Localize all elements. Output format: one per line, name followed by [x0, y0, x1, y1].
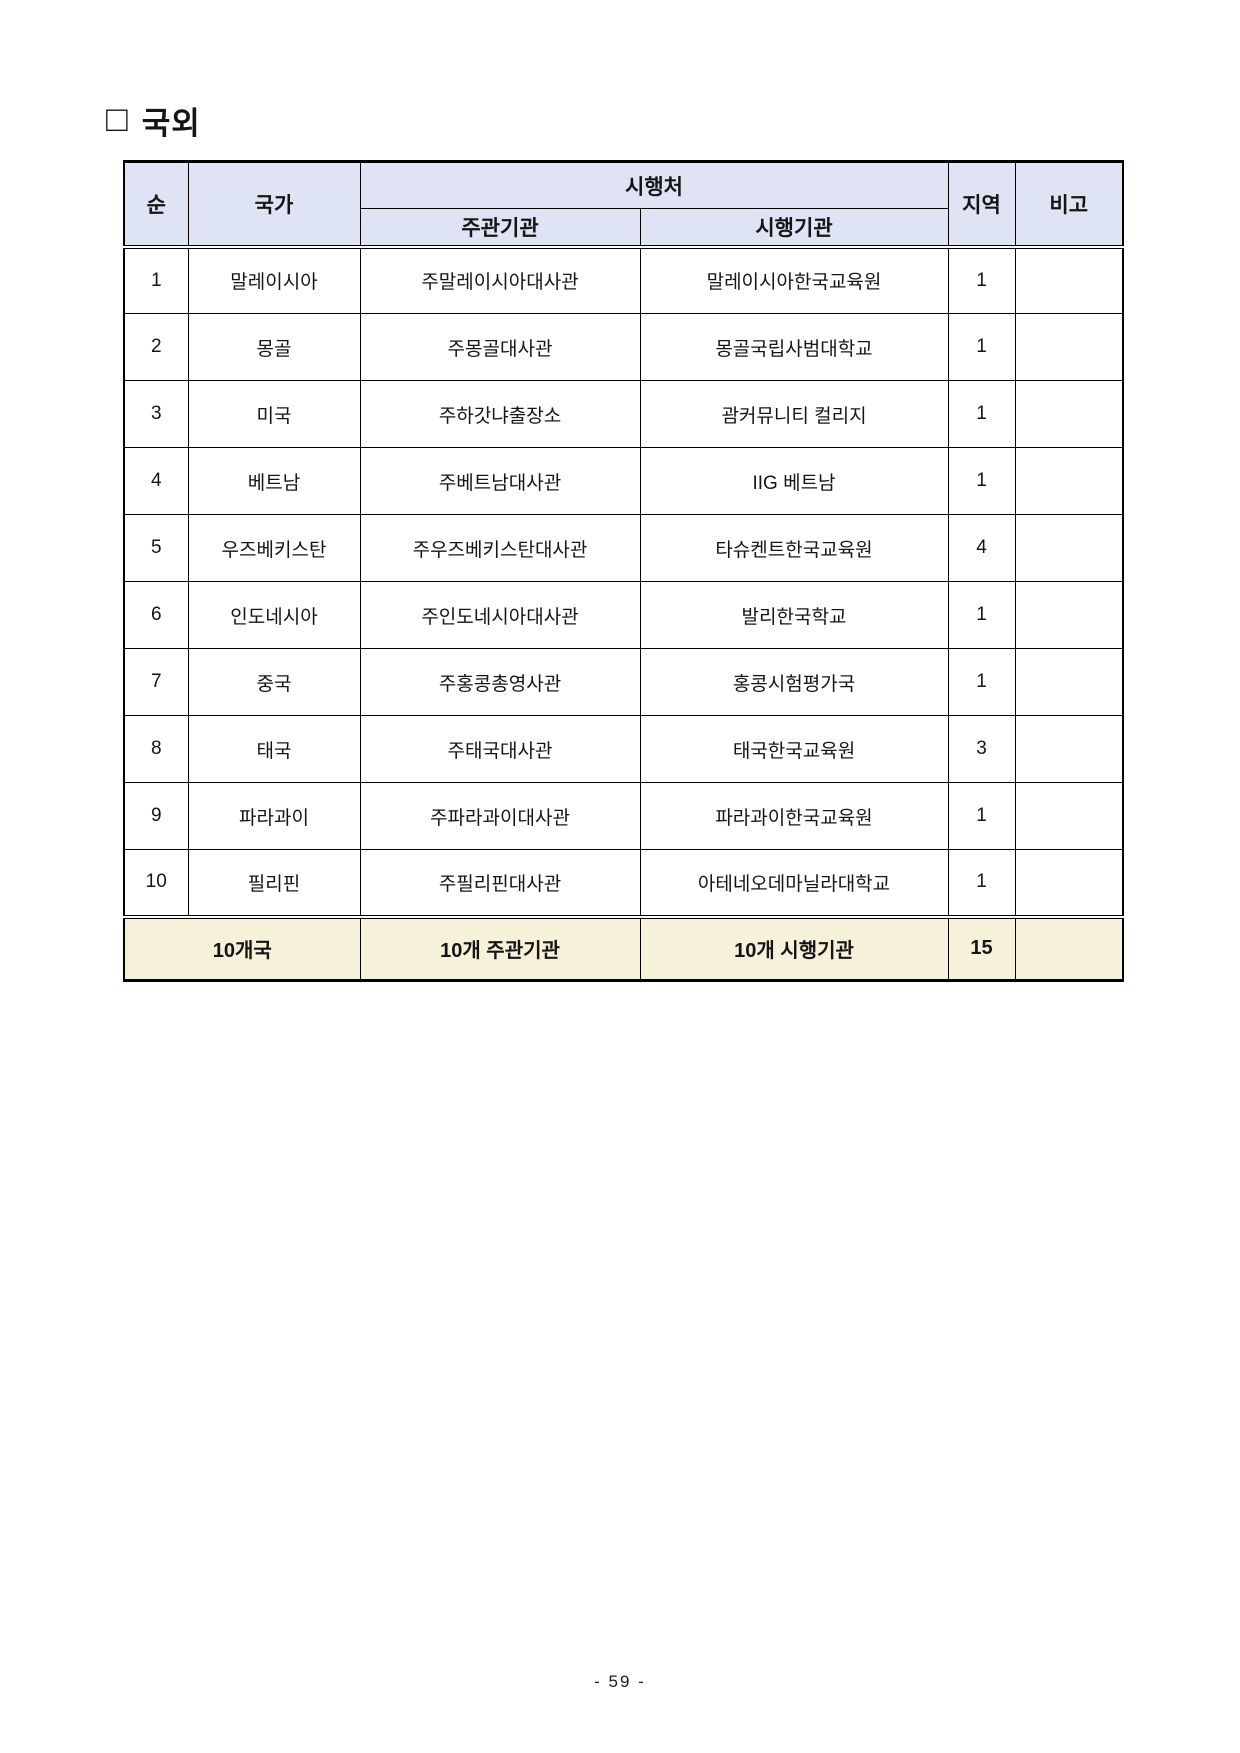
row-implementing-org: 발리한국학교 [639, 581, 949, 649]
column-header-country: 국가 [187, 161, 361, 249]
row-country: 미국 [187, 380, 361, 448]
row-supervising-org: 주인도네시아대사관 [359, 581, 641, 649]
row-remarks [1014, 715, 1124, 783]
row-implementing-org: 몽골국립사범대학교 [639, 313, 949, 381]
page-number: - 59 - [594, 1672, 646, 1691]
row-remarks [1014, 380, 1124, 448]
table-header: 순 국가 시행처 지역 비고 주관기관 시행기관 [123, 161, 1124, 249]
row-implementing-org: 홍콩시험평가국 [639, 648, 949, 716]
row-supervising-org: 주말레이시아대사관 [359, 246, 641, 314]
overseas-sites-table: 순 국가 시행처 지역 비고 주관기관 시행기관 1 말레이시아 주말레이시아대사관… [123, 160, 1124, 982]
column-header-implementing-org: 시행기관 [639, 208, 949, 249]
row-supervising-org: 주필리핀대사관 [359, 849, 641, 917]
table-row: 7 중국 주홍콩총영사관 홍콩시험평가국 1 [123, 648, 1124, 716]
row-remarks [1014, 782, 1124, 850]
summary-row: 10개국 10개 주관기관 10개 시행기관 15 [123, 914, 1124, 981]
column-header-supervising-org: 주관기관 [359, 208, 641, 249]
section-title-row: □ 국외 [106, 98, 201, 143]
row-region-count: 1 [947, 581, 1016, 649]
summary-remarks [1014, 914, 1124, 981]
row-region-count: 1 [947, 380, 1016, 448]
row-region-count: 1 [947, 313, 1016, 381]
row-remarks [1014, 849, 1124, 917]
row-no: 2 [123, 313, 189, 381]
table-row: 5 우즈베키스탄 주우즈베키스탄대사관 타슈켄트한국교육원 4 [123, 514, 1124, 582]
row-implementing-org: 괌커뮤니티 컬리지 [639, 380, 949, 448]
row-remarks [1014, 313, 1124, 381]
row-region-count: 1 [947, 782, 1016, 850]
row-no: 9 [123, 782, 189, 850]
row-remarks [1014, 447, 1124, 515]
summary-supervising-total: 10개 주관기관 [359, 914, 641, 981]
row-country: 인도네시아 [187, 581, 361, 649]
table-row: 1 말레이시아 주말레이시아대사관 말레이시아한국교육원 1 [123, 246, 1124, 314]
row-no: 3 [123, 380, 189, 448]
row-country: 몽골 [187, 313, 361, 381]
row-supervising-org: 주파라과이대사관 [359, 782, 641, 850]
table-row: 6 인도네시아 주인도네시아대사관 발리한국학교 1 [123, 581, 1124, 649]
white-square-icon: □ [106, 97, 128, 139]
row-implementing-org: 아테네오데마닐라대학교 [639, 849, 949, 917]
summary-country-total: 10개국 [123, 914, 361, 981]
row-remarks [1014, 246, 1124, 314]
row-country: 중국 [187, 648, 361, 716]
row-remarks [1014, 648, 1124, 716]
row-supervising-org: 주하갓냐출장소 [359, 380, 641, 448]
row-country: 우즈베키스탄 [187, 514, 361, 582]
row-no: 10 [123, 849, 189, 917]
column-header-agency-group: 시행처 [359, 161, 949, 209]
table-row: 10 필리핀 주필리핀대사관 아테네오데마닐라대학교 1 [123, 849, 1124, 917]
row-implementing-org: 파라과이한국교육원 [639, 782, 949, 850]
summary-region-total: 15 [947, 914, 1016, 981]
row-no: 7 [123, 648, 189, 716]
row-country: 필리핀 [187, 849, 361, 917]
row-no: 1 [123, 246, 189, 314]
row-no: 8 [123, 715, 189, 783]
row-implementing-org: 타슈켄트한국교육원 [639, 514, 949, 582]
table-header-row-sub: 주관기관 시행기관 [124, 208, 1123, 249]
row-country: 말레이시아 [187, 246, 361, 314]
row-country: 태국 [187, 715, 361, 783]
row-supervising-org: 주태국대사관 [359, 715, 641, 783]
table-header-row-top: 순 국가 시행처 지역 비고 [123, 161, 1124, 249]
row-implementing-org: IIG 베트남 [639, 447, 949, 515]
summary-implementing-total: 10개 시행기관 [639, 914, 949, 981]
row-country: 베트남 [187, 447, 361, 515]
column-header-no: 순 [123, 161, 189, 249]
table-row: 9 파라과이 주파라과이대사관 파라과이한국교육원 1 [123, 782, 1124, 850]
row-supervising-org: 주홍콩총영사관 [359, 648, 641, 716]
column-header-region: 지역 [947, 161, 1016, 249]
table-row: 3 미국 주하갓냐출장소 괌커뮤니티 컬리지 1 [123, 380, 1124, 448]
row-region-count: 1 [947, 648, 1016, 716]
row-supervising-org: 주몽골대사관 [359, 313, 641, 381]
row-no: 4 [123, 447, 189, 515]
row-region-count: 1 [947, 246, 1016, 314]
table-row: 2 몽골 주몽골대사관 몽골국립사범대학교 1 [123, 313, 1124, 381]
table-body: 1 말레이시아 주말레이시아대사관 말레이시아한국교육원 1 2 몽골 주몽골대사관 몽골국립사… [123, 246, 1124, 917]
row-remarks [1014, 581, 1124, 649]
row-remarks [1014, 514, 1124, 582]
row-region-count: 1 [947, 447, 1016, 515]
row-no: 6 [123, 581, 189, 649]
table-row: 8 태국 주태국대사관 태국한국교육원 3 [123, 715, 1124, 783]
column-header-remarks: 비고 [1014, 161, 1124, 249]
row-region-count: 4 [947, 514, 1016, 582]
row-country: 파라과이 [187, 782, 361, 850]
row-region-count: 3 [947, 715, 1016, 783]
row-supervising-org: 주베트남대사관 [359, 447, 641, 515]
row-region-count: 1 [947, 849, 1016, 917]
row-supervising-org: 주우즈베키스탄대사관 [359, 514, 641, 582]
page-title: 국외 [141, 106, 201, 141]
row-implementing-org: 태국한국교육원 [639, 715, 949, 783]
table-row: 4 베트남 주베트남대사관 IIG 베트남 1 [123, 447, 1124, 515]
table-summary: 10개국 10개 주관기관 10개 시행기관 15 [123, 914, 1124, 981]
row-implementing-org: 말레이시아한국교육원 [639, 246, 949, 314]
row-no: 5 [123, 514, 189, 582]
